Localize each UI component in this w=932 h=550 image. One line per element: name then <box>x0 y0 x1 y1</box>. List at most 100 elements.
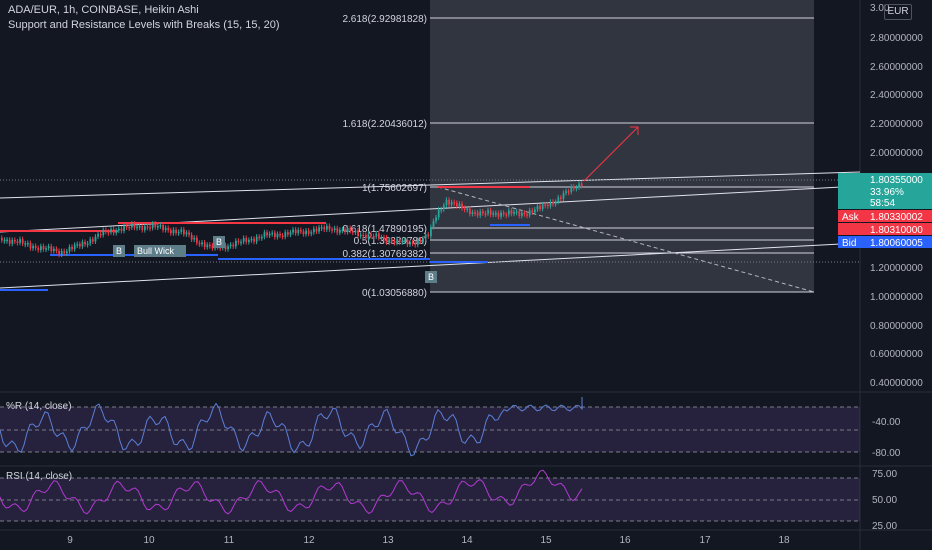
break-label: B <box>428 272 434 282</box>
candle <box>414 243 417 246</box>
candle <box>146 226 149 228</box>
trendline-upper[interactable] <box>0 171 861 199</box>
symbol-title[interactable]: ADA/EUR, 1h, COINBASE, Heikin Ashi <box>8 4 199 16</box>
candle <box>201 242 203 245</box>
candle <box>245 238 248 243</box>
candle <box>510 210 513 214</box>
candle <box>86 243 89 246</box>
candle <box>463 208 466 210</box>
fib-label-0382: 0.382(1.30769382) <box>342 249 427 260</box>
rsi-axis-label: 25.00 <box>872 521 897 532</box>
candle <box>404 239 406 242</box>
rsi-line <box>0 469 583 515</box>
candle <box>333 228 336 231</box>
candle <box>328 225 331 230</box>
candle <box>549 201 552 207</box>
price-axis-label: 2.00000000 <box>870 148 923 159</box>
candle <box>144 226 146 231</box>
candle <box>453 202 456 204</box>
candle <box>521 212 523 216</box>
candle <box>359 234 362 237</box>
candle <box>544 204 547 206</box>
candle <box>305 230 307 235</box>
rsi-axis-label: 75.00 <box>872 469 897 480</box>
trendline-middle[interactable] <box>0 185 861 233</box>
candle <box>188 232 190 235</box>
candle <box>206 244 209 248</box>
time-axis-label: 13 <box>382 535 394 546</box>
candle <box>281 235 284 237</box>
candle <box>1 238 3 241</box>
currency-button[interactable]: EUR <box>884 4 912 20</box>
candle <box>313 228 315 233</box>
rsi-panel-title[interactable]: RSI (14, close) <box>6 471 72 482</box>
time-axis-label: 16 <box>619 535 631 546</box>
candle <box>128 226 131 229</box>
wr-axis-label: -80.00 <box>872 448 901 459</box>
candle <box>3 239 6 242</box>
candle <box>526 214 528 216</box>
candle <box>89 239 92 244</box>
candle <box>352 231 354 233</box>
candle <box>557 197 560 202</box>
candle <box>141 225 144 231</box>
candle <box>73 244 76 250</box>
indicator-title[interactable]: Support and Resistance Levels with Break… <box>8 19 280 31</box>
candle <box>190 234 193 240</box>
candle <box>443 205 445 210</box>
fib-extension-region[interactable] <box>430 0 814 292</box>
candle <box>398 239 401 243</box>
time-axis-label: 9 <box>67 535 73 546</box>
candle <box>417 239 419 245</box>
candle <box>21 239 24 244</box>
candle <box>474 212 476 214</box>
candle <box>560 197 562 199</box>
candle <box>24 243 27 245</box>
candle <box>411 242 414 244</box>
candle <box>235 240 237 247</box>
price-axis-label: 2.40000000 <box>870 90 923 101</box>
candle <box>515 211 518 213</box>
candle <box>53 248 55 251</box>
bull-wick-label: Bull Wick <box>137 246 175 256</box>
candle <box>440 209 443 211</box>
current-price-tag <box>838 173 932 209</box>
projection-arrow[interactable] <box>583 126 639 182</box>
current-price: 1.80355000 <box>870 175 923 186</box>
candle <box>47 246 50 249</box>
candle <box>523 212 526 215</box>
candle <box>227 246 229 250</box>
candle <box>289 232 292 235</box>
candle <box>58 250 60 255</box>
wr-line <box>0 397 583 457</box>
candle <box>424 234 427 239</box>
candle <box>341 229 344 231</box>
candle <box>432 221 435 228</box>
candle <box>248 239 250 243</box>
candle <box>495 213 497 215</box>
candle <box>336 228 339 233</box>
candle <box>229 244 232 247</box>
candle <box>183 229 185 235</box>
projection-dashed-line[interactable] <box>437 186 815 293</box>
candle <box>105 229 107 232</box>
fib-label-1: 1(1.75602697) <box>362 183 427 194</box>
candle <box>37 247 40 251</box>
candle <box>323 227 326 230</box>
candle <box>456 202 458 207</box>
time-axis-label: 12 <box>303 535 315 546</box>
bid-label: Bid <box>842 238 856 249</box>
candle <box>331 229 333 231</box>
candle <box>133 223 136 228</box>
candle <box>110 229 112 233</box>
wr-panel-title[interactable]: %R (14, close) <box>6 401 72 412</box>
bid-tag <box>838 236 932 248</box>
candle <box>391 239 393 242</box>
candle <box>71 246 73 250</box>
candle <box>97 233 99 237</box>
candle <box>250 238 253 241</box>
candle <box>170 230 172 234</box>
trend-channel <box>0 171 861 289</box>
trendline-lower[interactable] <box>0 242 861 289</box>
